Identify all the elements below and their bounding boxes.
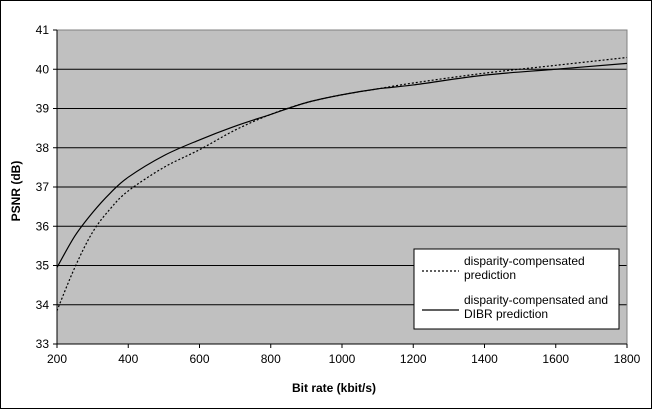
y-axis-title: PSNR (dB) [9,161,23,222]
y-tick-label-38: 38 [36,141,50,155]
y-tick-label-34: 34 [36,298,50,312]
legend-label-2-line-1: disparity-compensated and [464,293,608,307]
x-tick-label-1000: 1000 [329,352,356,366]
y-tick-label-40: 40 [36,62,50,76]
x-tick-label-800: 800 [261,352,281,366]
y-tick-label-39: 39 [36,102,50,116]
x-tick-label-1200: 1200 [400,352,427,366]
legend-label-1-line-1: disparity-compensated [464,254,585,268]
x-tick-label-1600: 1600 [542,352,569,366]
y-tick-label-36: 36 [36,219,50,233]
x-tick-label-1400: 1400 [471,352,498,366]
x-axis-title: Bit rate (kbit/s) [292,381,376,395]
legend-label-1-line-2: prediction [464,268,516,282]
series-line-disparity-compensated [56,56,628,311]
y-tick-label-33: 33 [36,337,50,351]
x-tick-label-1800: 1800 [614,352,641,366]
x-tick-label-200: 200 [47,352,67,366]
series-line-disparity-compensated-dibr [56,62,628,268]
y-tick-label-41: 41 [36,23,50,37]
x-tick-label-400: 400 [118,352,138,366]
y-tick-label-35: 35 [36,259,50,273]
legend-box [413,248,620,330]
y-tick-label-37: 37 [36,180,50,194]
legend-label-2-line-2: DIBR prediction [464,307,548,321]
x-tick-label-600: 600 [189,352,209,366]
